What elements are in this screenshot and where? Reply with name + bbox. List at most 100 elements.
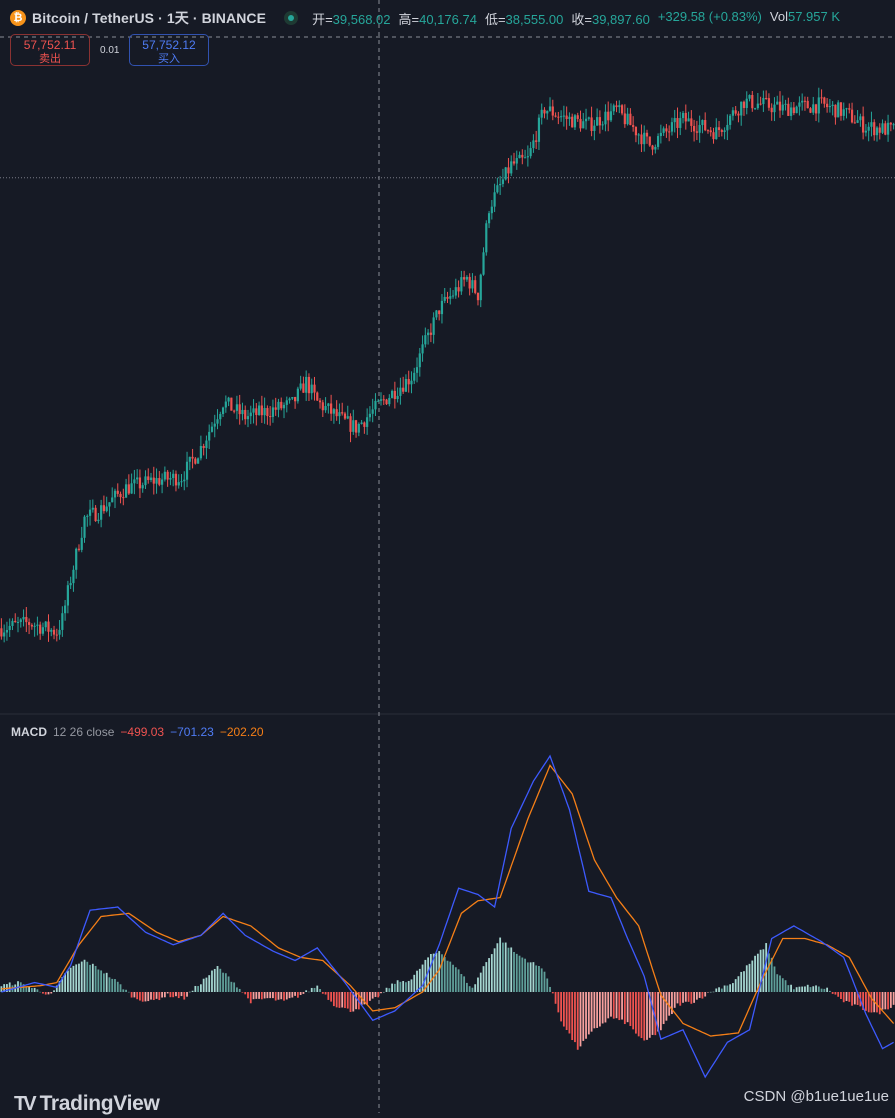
ohlc-values: 开=39,568.02 高=40,176.74 低=38,555.00 收=39… (312, 9, 840, 28)
macd-histogram-bar (889, 992, 892, 1008)
macd-histogram-bar (621, 992, 623, 1020)
candle-body (659, 132, 662, 137)
candle-body (230, 397, 233, 411)
candle-body (197, 458, 200, 464)
macd-histogram-bar (551, 992, 554, 994)
macd-histogram-bar (80, 961, 83, 992)
candle-body (593, 125, 596, 132)
candle-body (64, 605, 67, 614)
candle-body (191, 456, 194, 459)
macd-histogram-bar (388, 988, 391, 992)
candle-body (138, 477, 142, 489)
macd-histogram-bar (792, 989, 795, 992)
macd-histogram-bar (601, 992, 604, 1024)
macd-histogram-bar (490, 954, 493, 992)
candle-body (803, 100, 807, 102)
candle-body (255, 408, 258, 415)
macd-histogram-bar (651, 992, 654, 1035)
sell-button[interactable]: 57,752.11 卖出 (10, 34, 90, 66)
macd-histogram-bar (346, 992, 349, 1009)
macd-histogram-bar (236, 987, 238, 992)
macd-histogram-bar (103, 973, 105, 992)
candle-body (449, 296, 452, 299)
candle-body (169, 478, 172, 480)
candle-body (823, 97, 826, 104)
macd-histogram-bar (418, 968, 421, 992)
macd-histogram-bar (252, 992, 255, 1000)
macd-histogram-bar (391, 983, 393, 992)
candle-body (839, 102, 843, 116)
candle-body (385, 399, 388, 405)
market-status-icon[interactable] (284, 11, 299, 25)
candle-body (795, 106, 798, 114)
candle-body (554, 115, 557, 117)
candle-body (368, 413, 372, 418)
macd-histogram-bar (402, 981, 405, 992)
macd-histogram-bar (186, 992, 188, 997)
candle-body (233, 410, 236, 412)
candle-body (551, 106, 554, 116)
candle-body (571, 116, 574, 128)
candle-body (432, 317, 435, 335)
candle-body (266, 408, 269, 417)
candle-body (690, 118, 693, 126)
candle-body (673, 118, 676, 123)
buy-button[interactable]: 57,752.12 买入 (129, 34, 209, 66)
macd-histogram-bar (709, 991, 712, 993)
candle-body (124, 484, 128, 498)
macd-histogram-bar (410, 979, 413, 992)
tradingview-logo[interactable]: TV TradingView (14, 1092, 160, 1116)
symbol-title[interactable]: Bitcoin / TetherUS · 1天 · BINANCE (32, 10, 267, 26)
candle-body (280, 401, 283, 409)
candle-body (404, 378, 408, 392)
macd-histogram-bar (136, 992, 139, 1000)
macd-histogram-bar (255, 992, 258, 999)
macd-histogram-bar (565, 992, 568, 1031)
candle-body (379, 399, 383, 401)
candle-body (715, 127, 718, 140)
candle-body (252, 408, 255, 413)
macd-histogram-bar (585, 992, 587, 1039)
macd-histogram-bar (227, 976, 230, 992)
macd-histogram-bar (111, 978, 114, 992)
macd-histogram-bar (416, 970, 418, 992)
macd-histogram-bar (424, 959, 427, 992)
candle-body (52, 629, 56, 635)
macd-histogram-bar (396, 980, 399, 992)
candle-body (557, 116, 560, 118)
candle-body (8, 625, 11, 630)
macd-histogram-bar (615, 992, 618, 1019)
candle-body (55, 634, 58, 636)
macd-histogram-bar (330, 992, 333, 1002)
candle-body (0, 628, 3, 637)
candle-body (499, 183, 502, 186)
candle-body (681, 112, 685, 119)
macd-histogram-bar (756, 953, 759, 992)
macd-histogram-bar (513, 951, 515, 992)
candle-body (335, 409, 338, 417)
macd-histogram-bar (78, 963, 80, 992)
macd-histogram-bar (69, 967, 72, 992)
candle-body (274, 407, 277, 410)
candle-body (316, 392, 319, 401)
macd-histogram-bar (568, 992, 571, 1034)
candle-body (487, 213, 491, 224)
macd-histogram-bar (385, 987, 388, 992)
candle-body (144, 476, 147, 486)
macd-histogram-bar (25, 987, 28, 992)
candle-body (809, 108, 812, 113)
macd-histogram-bar (91, 963, 94, 992)
macd-histogram-bar (352, 992, 355, 1012)
macd-histogram-bar (607, 992, 610, 1019)
macd-histogram-bar (543, 971, 546, 992)
candle-body (227, 397, 230, 402)
candle-body (332, 409, 335, 414)
macd-histogram-bar (842, 992, 845, 1003)
candle-body (826, 103, 829, 108)
candle-body (327, 403, 330, 407)
macd-legend[interactable]: MACD 12 26 close −499.03 −701.23 −202.20 (11, 725, 264, 739)
macd-histogram-bar (283, 992, 285, 1001)
candle-body (529, 148, 532, 157)
